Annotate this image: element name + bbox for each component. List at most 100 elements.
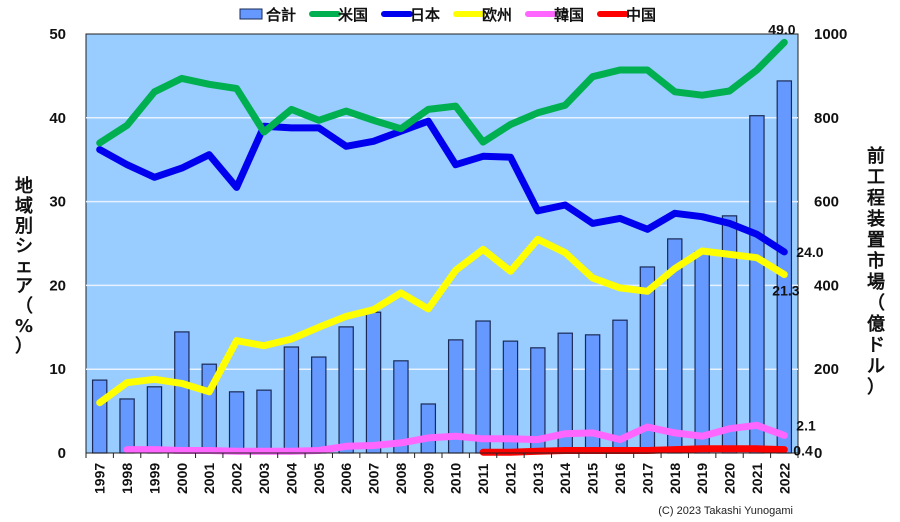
end-label: 21.3: [772, 283, 799, 299]
bar: [228, 391, 245, 454]
bar: [146, 386, 163, 454]
axis-title-char: 別: [15, 216, 33, 237]
axis-title-char: 市: [867, 250, 885, 272]
bar: [283, 346, 300, 454]
axis-title-char: ェ: [15, 256, 33, 277]
line-series-中国: [479, 445, 788, 456]
axis-title-char: 工: [867, 167, 885, 188]
line-series-韓国: [123, 421, 788, 455]
copyright-text: (C) 2023 Takashi Yunogami: [658, 505, 793, 517]
bar: [338, 326, 354, 454]
x-tick-label: 2014: [557, 463, 573, 494]
axis-title-char: 億: [867, 313, 885, 335]
x-tick-label: 2010: [448, 463, 464, 494]
left-tick-label: 50: [49, 26, 66, 43]
line-series-欧州: [96, 235, 788, 407]
x-tick-label: 2019: [694, 463, 710, 494]
x-tick-label: 2009: [420, 463, 436, 494]
bar: [475, 320, 491, 454]
x-tick-label: 2022: [776, 463, 792, 494]
axis-title-char: %: [15, 316, 33, 337]
end-label: 24.0: [796, 244, 823, 260]
left-tick-label: 0: [58, 445, 66, 462]
axis-title-char: シ: [15, 236, 33, 257]
right-tick-label: 400: [814, 277, 839, 294]
x-tick-label: 2020: [722, 463, 738, 494]
axis-title-char: ）: [15, 336, 33, 357]
left-tick-label: 20: [49, 277, 66, 294]
bar: [256, 389, 272, 454]
x-tick-label: 1998: [119, 463, 135, 494]
bar: [365, 311, 382, 454]
axis-title-char: （: [867, 293, 885, 314]
x-tick-label: 2018: [667, 463, 683, 494]
bar: [776, 80, 793, 454]
x-tick-label: 2000: [174, 463, 190, 494]
legend-label: 日本: [410, 6, 440, 24]
bar: [311, 356, 327, 454]
legend-swatch: [239, 8, 263, 20]
left-tick-label: 40: [49, 110, 66, 127]
x-tick-label: 1997: [92, 463, 108, 494]
x-tick-label: 2012: [502, 463, 518, 494]
left-tick-label: 10: [49, 361, 66, 378]
x-tick-label: 1999: [146, 463, 162, 494]
bars-total: [91, 80, 793, 454]
x-tick-label: 2001: [201, 463, 217, 494]
bar: [174, 331, 190, 454]
right-tick-label: 600: [814, 194, 839, 211]
right-axis-title: 前工程装置市場（億ドル）: [867, 145, 885, 398]
bar: [612, 319, 628, 454]
x-tick-label: 2011: [475, 463, 491, 494]
legend-label: 米国: [338, 6, 368, 24]
x-tick-label: 2017: [639, 463, 655, 494]
bar: [91, 379, 108, 454]
end-labels: 49.0 24.0 21.3 2.1 0.4: [768, 21, 823, 458]
legend: 合計 米国 日本 欧州 韓国 中国: [239, 6, 656, 24]
end-label: 2.1: [796, 417, 816, 433]
legend-label: 韓国: [554, 6, 584, 24]
bar: [694, 251, 710, 454]
bar: [119, 398, 135, 454]
x-tick-label: 2016: [612, 463, 628, 494]
right-tick-label: 200: [814, 361, 839, 378]
x-tick-label: 2005: [311, 463, 327, 494]
axis-title-char: 装: [867, 208, 885, 230]
axes: 0 10 20 30 40 50 0 200 400 600 800 1000 1997 1998 1999…: [49, 26, 847, 494]
axis-title-char: ド: [867, 335, 885, 356]
x-tick-label: 2002: [229, 463, 245, 494]
x-tick-label: 2007: [366, 463, 382, 494]
left-tick-label: 30: [49, 194, 66, 211]
axis-title-char: 前: [867, 145, 885, 167]
axis-title-char: 地: [15, 175, 33, 197]
line-series-米国: [96, 38, 788, 147]
end-label: 49.0: [768, 21, 795, 37]
axis-title-char: （: [15, 296, 33, 317]
right-tick-label: 1000: [814, 26, 847, 43]
left-axis-title: 地域別シェア（%）: [15, 175, 33, 357]
line-series-日本: [96, 117, 788, 256]
right-tick-label: 800: [814, 110, 839, 127]
bar: [749, 115, 765, 454]
x-tick-label: 2003: [256, 463, 272, 494]
end-label: 0.4: [793, 443, 813, 459]
axis-title-char: 程: [867, 188, 885, 209]
x-tick-label: 2008: [393, 463, 409, 494]
axis-title-char: 域: [15, 195, 33, 217]
bar: [420, 403, 437, 454]
x-tick-label: 2004: [283, 463, 299, 494]
axis-title-char: ）: [867, 377, 885, 398]
x-tick-label: 2021: [749, 463, 765, 494]
axis-title-char: 場: [867, 272, 885, 293]
right-tick-label: 0: [814, 445, 822, 462]
axis-title-char: ア: [15, 276, 33, 297]
legend-label: 中国: [626, 6, 656, 24]
x-tick-label: 2013: [530, 463, 546, 494]
x-tick-label: 2015: [585, 463, 601, 494]
series-lines: [96, 38, 788, 456]
axis-title-char: 置: [867, 230, 885, 251]
legend-label: 合計: [265, 6, 296, 24]
axis-title-char: ル: [867, 356, 885, 377]
legend-label: 欧州: [482, 6, 512, 24]
